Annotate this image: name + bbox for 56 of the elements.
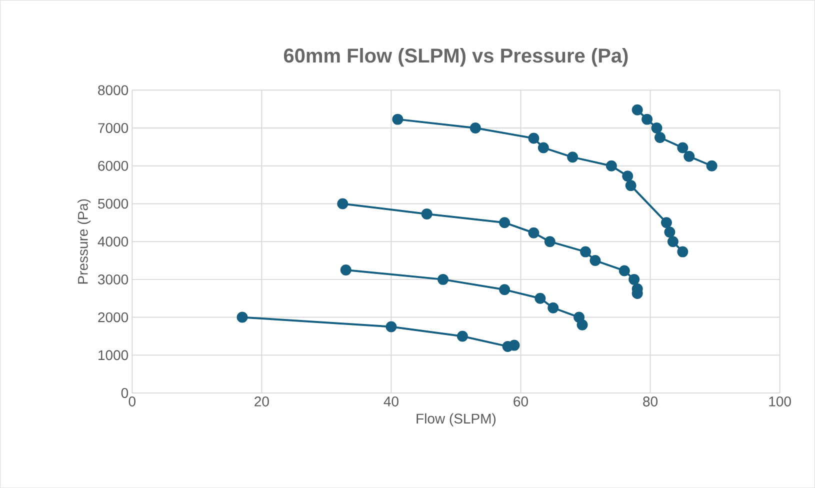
point — [667, 236, 678, 247]
point — [438, 274, 449, 285]
point — [544, 236, 556, 247]
point — [580, 246, 592, 258]
y-tick-label: 2000 — [98, 312, 128, 322]
x-tick-label: 0 — [128, 396, 136, 406]
point — [664, 226, 676, 238]
point — [606, 160, 617, 172]
point — [625, 180, 636, 191]
x-axis-title: Flow (SLPM) — [416, 413, 496, 426]
y-tick-label: 6000 — [98, 160, 128, 171]
point — [622, 170, 634, 182]
point — [677, 142, 688, 154]
x-tick-label: 40 — [384, 396, 398, 406]
y-tick-label: 5000 — [98, 198, 128, 209]
point — [548, 302, 559, 314]
x-tick-label: 60 — [514, 396, 528, 406]
y-tick-label: 7000 — [98, 122, 128, 133]
point — [236, 312, 248, 323]
x-tick-label: 80 — [643, 396, 658, 406]
point — [456, 330, 468, 342]
y-tick-label: 4000 — [98, 236, 128, 246]
point — [470, 122, 481, 134]
point — [654, 132, 666, 143]
point — [340, 264, 352, 276]
point — [534, 292, 546, 304]
point — [590, 254, 601, 266]
point — [392, 114, 404, 125]
point — [642, 114, 653, 125]
chart-title: 60mm Flow (SLPM) vs Pressure (Pa) — [284, 48, 628, 67]
point — [618, 265, 630, 276]
x-tick-label: 100 — [769, 396, 791, 406]
point — [528, 132, 540, 144]
point — [576, 319, 588, 330]
y-tick-label: 1000 — [98, 350, 128, 360]
point — [528, 227, 540, 238]
point — [508, 340, 520, 351]
point — [651, 122, 662, 134]
point — [421, 208, 432, 220]
y-tick-label: 3000 — [98, 274, 128, 284]
y-axis-title: Pressure (Pa) — [78, 199, 91, 284]
point — [499, 284, 510, 296]
point — [337, 198, 348, 210]
point — [706, 160, 718, 172]
point — [632, 104, 643, 116]
point — [499, 217, 510, 228]
point — [628, 274, 640, 285]
y-tick-label: 0 — [121, 388, 128, 398]
point — [386, 321, 397, 332]
point — [660, 217, 672, 228]
point — [677, 246, 688, 258]
point — [684, 150, 695, 162]
point — [567, 152, 578, 163]
point — [538, 142, 549, 154]
y-tick-label: 8000 — [98, 85, 128, 96]
x-tick-label: 20 — [254, 396, 269, 406]
